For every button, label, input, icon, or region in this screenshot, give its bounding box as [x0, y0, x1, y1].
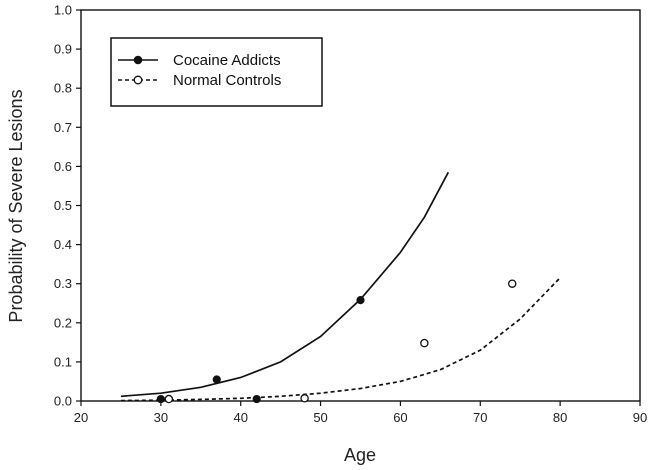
y-tick-label: 0.2 — [54, 315, 72, 330]
y-tick-label: 0.9 — [54, 42, 72, 57]
x-tick-label: 40 — [233, 410, 247, 425]
data-point-normal-controls — [164, 394, 174, 404]
y-tick-label: 0.3 — [54, 276, 72, 291]
x-tick-label: 80 — [553, 410, 567, 425]
y-tick-label: 0.7 — [54, 120, 72, 135]
y-tick-label: 0.0 — [54, 394, 72, 409]
x-tick-label: 90 — [633, 410, 647, 425]
fit-curves — [120, 171, 561, 402]
x-tick-label: 60 — [393, 410, 407, 425]
data-point-cocaine-addicts — [252, 394, 261, 404]
legend-label-normal-controls: Normal Controls — [173, 72, 281, 89]
data-point-normal-controls — [300, 394, 309, 403]
data-point-cocaine-addicts — [212, 375, 221, 384]
x-tick-label: 70 — [473, 410, 487, 425]
x-tick-label: 20 — [74, 410, 88, 425]
legend: Cocaine Addicts Normal Controls — [110, 37, 323, 107]
data-point-normal-controls — [420, 338, 429, 348]
data-point-cocaine-addicts — [356, 296, 365, 305]
y-tick-label: 0.6 — [54, 159, 72, 174]
x-tick-label: 30 — [154, 410, 168, 425]
data-point-cocaine-addicts — [156, 394, 165, 404]
legend-box — [110, 37, 323, 107]
legend-marker-cocaine-addicts — [133, 55, 143, 65]
data-points — [156, 279, 517, 404]
x-axis-title: Age — [344, 445, 376, 465]
y-axis-title: Probability of Severe Lesions — [6, 89, 26, 322]
y-tick-label: 0.8 — [54, 81, 72, 96]
x-tick-label: 50 — [313, 410, 327, 425]
y-tick-label: 1.0 — [54, 3, 72, 18]
legend-marker-normal-controls — [133, 75, 143, 85]
y-tick-label: 0.4 — [54, 237, 72, 252]
fit-curve-normal-controls — [120, 277, 561, 402]
legend-label-cocaine-addicts: Cocaine Addicts — [173, 52, 281, 69]
data-point-normal-controls — [507, 279, 517, 288]
axis-ticks: 20 30 40 50 60 70 80 90 0.0 0.1 0.2 0.3 0.4 0.5 0.6 0.7… — [54, 3, 647, 426]
y-tick-label: 0.5 — [54, 198, 72, 213]
y-tick-label: 0.1 — [54, 354, 72, 369]
fit-curve-cocaine-addicts — [120, 171, 450, 398]
